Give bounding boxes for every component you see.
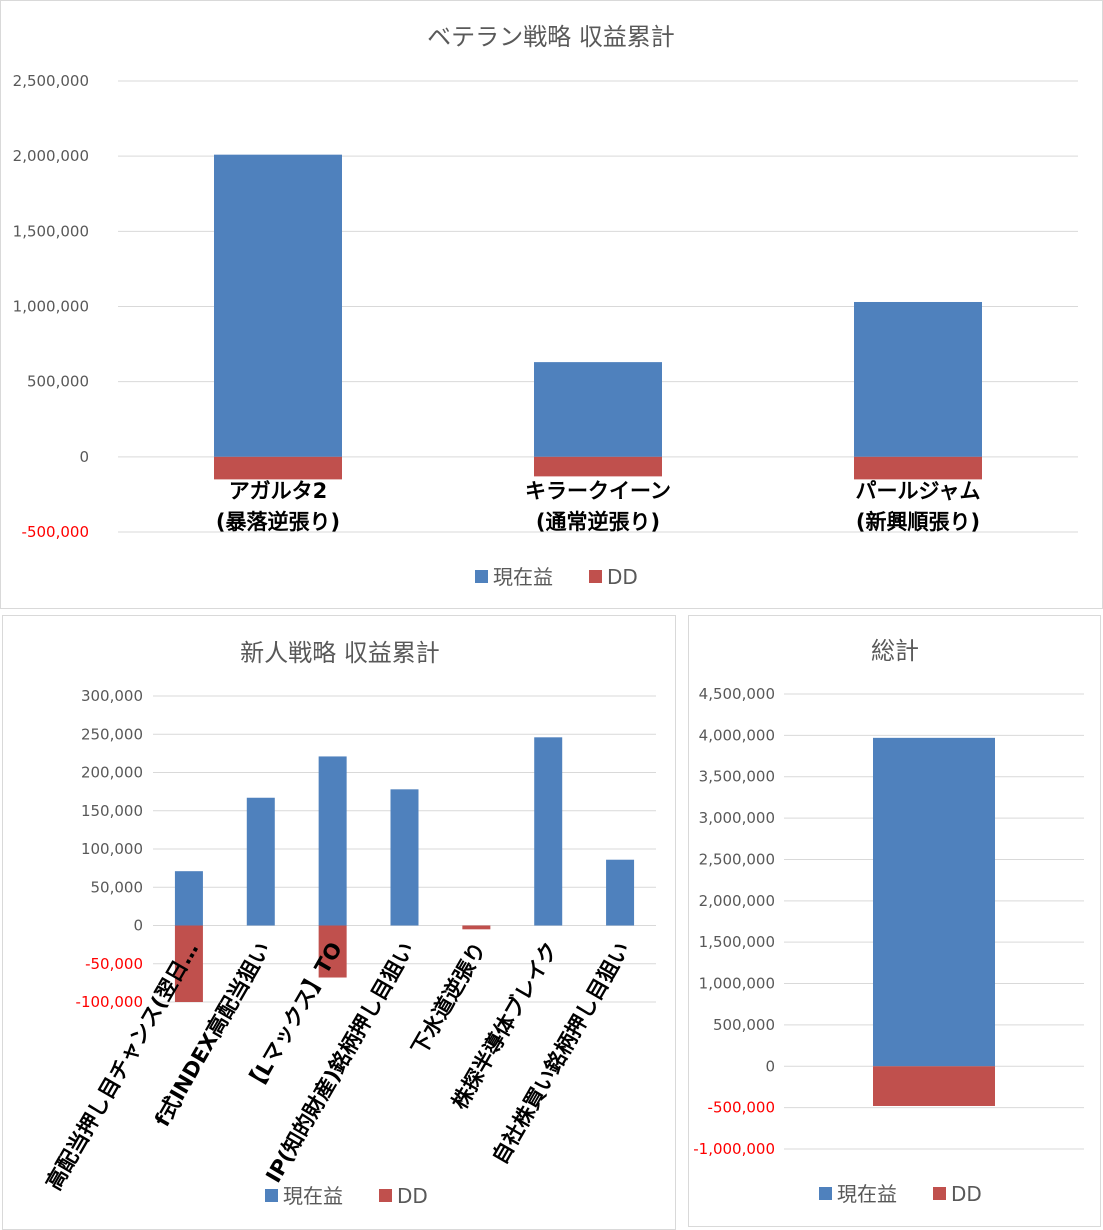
y-tick-label: 0 <box>765 1057 775 1075</box>
y-tick-label: 150,000 <box>81 802 143 820</box>
bar-dd <box>854 456 982 480</box>
y-tick-label: 200,000 <box>81 764 143 782</box>
y-tick-label: -50,000 <box>85 955 143 973</box>
bar-profit <box>606 859 635 926</box>
bar-profit <box>534 737 563 926</box>
veteran-chart-panel: ベテラン戦略 収益累計 2,500,000 2,000,000 1,500,000 1… <box>0 0 1103 609</box>
legend-swatch-dd <box>589 570 602 583</box>
chart-title: ベテラン戦略 収益累計 <box>427 23 675 51</box>
chart-title: 総計 <box>871 637 919 665</box>
bar-profit <box>318 756 347 926</box>
category-label: 自社株買い銘柄押し目狙い <box>488 938 635 1168</box>
y-tick-label: 3,000,000 <box>699 809 775 827</box>
chart-title: 新人戦略 収益累計 <box>240 639 440 667</box>
y-tick-label: 1,500,000 <box>13 222 89 240</box>
y-tick-label: 50,000 <box>91 878 144 896</box>
category-label: アガルタ2 <box>229 479 328 503</box>
rookie-chart: 新人戦略 収益累計 300,000 250,000 200,000 150,000 10… <box>41 639 656 1208</box>
legend-label-dd: DD <box>397 1184 428 1208</box>
y-tick-label: -100,000 <box>76 993 143 1011</box>
bar-profit <box>390 789 419 926</box>
legend: 現在益 DD <box>475 565 638 589</box>
y-tick-label: 2,500,000 <box>13 72 89 90</box>
y-tick-label: -1,000,000 <box>693 1140 775 1158</box>
category-label: 下水道逆張り <box>407 938 491 1059</box>
y-tick-label: -500,000 <box>22 523 89 541</box>
legend-swatch-profit <box>475 570 488 583</box>
bar-profit <box>246 797 275 926</box>
y-tick-label: -500,000 <box>708 1099 775 1117</box>
category-label: 高配当押し目チャンス(翌日… <box>41 938 203 1194</box>
y-tick-label: 3,500,000 <box>699 768 775 786</box>
legend: 現在益 DD <box>265 1184 428 1208</box>
rookie-chart-panel: 新人戦略 収益累計 300,000 250,000 200,000 150,000 10… <box>2 615 676 1230</box>
y-tick-label: 1,000,000 <box>13 298 89 316</box>
total-chart-panel: 総計 4,500,000 4,000,000 3,500,000 3,000,000 2… <box>688 615 1101 1227</box>
bar-profit <box>854 301 982 457</box>
category-label: (通常逆張り) <box>536 510 660 534</box>
legend: 現在益 DD <box>819 1182 982 1206</box>
legend-swatch-profit <box>819 1187 832 1200</box>
bar-dd <box>214 456 342 480</box>
y-tick-label: 2,000,000 <box>13 147 89 165</box>
legend-label-dd: DD <box>607 565 638 589</box>
bar-dd <box>462 925 491 930</box>
y-tick-label: 4,000,000 <box>699 726 775 744</box>
category-label: (新興順張り) <box>856 510 980 534</box>
category-label: (暴落逆張り) <box>216 510 340 534</box>
y-tick-label: 500,000 <box>27 373 89 391</box>
y-tick-label: 1,000,000 <box>699 975 775 993</box>
legend-swatch-dd <box>379 1189 392 1202</box>
y-tick-label: 0 <box>133 917 143 935</box>
bar-dd <box>873 1066 995 1106</box>
legend-label-profit: 現在益 <box>283 1184 343 1208</box>
legend-label-profit: 現在益 <box>493 565 553 589</box>
legend-swatch-profit <box>265 1189 278 1202</box>
bar-profit <box>174 871 203 926</box>
y-tick-label: 250,000 <box>81 725 143 743</box>
bar-profit <box>873 737 995 1067</box>
veteran-chart: ベテラン戦略 収益累計 2,500,000 2,000,000 1,500,000 1… <box>13 23 1078 589</box>
bar-profit <box>214 154 342 457</box>
y-tick-label: 0 <box>79 448 89 466</box>
legend-label-dd: DD <box>951 1182 982 1206</box>
category-label: キラークイーン <box>525 479 671 503</box>
y-tick-label: 4,500,000 <box>699 685 775 703</box>
legend-swatch-dd <box>933 1187 946 1200</box>
bar-profit <box>534 362 662 457</box>
bar-dd <box>534 456 662 477</box>
y-tick-label: 300,000 <box>81 687 143 705</box>
bar-dd <box>174 925 203 1002</box>
category-label: パールジャム <box>856 479 981 503</box>
y-tick-label: 1,500,000 <box>699 933 775 951</box>
total-chart: 総計 4,500,000 4,000,000 3,500,000 3,000,000 2… <box>693 637 1084 1206</box>
legend-label-profit: 現在益 <box>837 1182 897 1206</box>
y-tick-label: 100,000 <box>81 840 143 858</box>
y-tick-label: 500,000 <box>713 1016 775 1034</box>
y-tick-label: 2,500,000 <box>699 850 775 868</box>
y-tick-label: 2,000,000 <box>699 892 775 910</box>
bar-dd <box>318 925 347 978</box>
